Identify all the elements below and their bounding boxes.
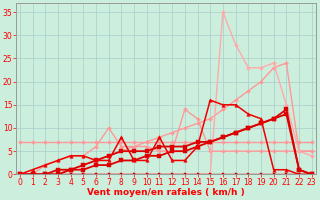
X-axis label: Vent moyen/en rafales ( km/h ): Vent moyen/en rafales ( km/h ): [87, 188, 245, 197]
